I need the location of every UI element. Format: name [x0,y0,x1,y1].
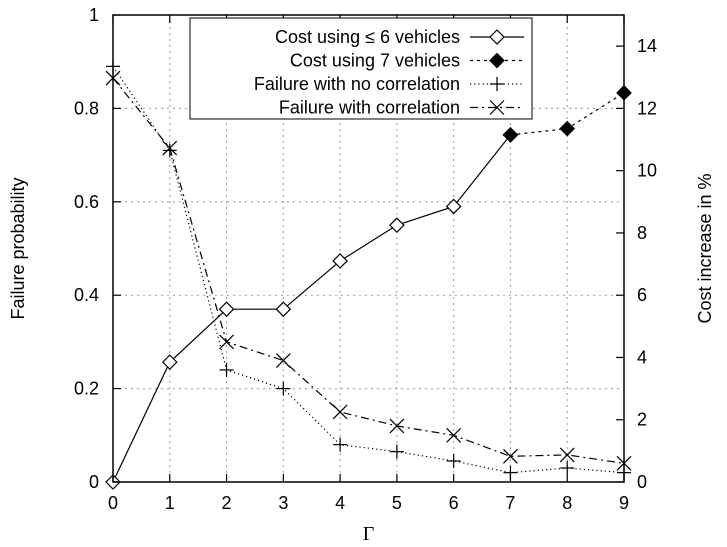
data-point-failure-no-correlation [560,460,575,475]
y-right-tick-label: 6 [637,285,647,305]
marker-cross-b [489,100,505,115]
legend-sample-marker-cost-7 [489,52,505,69]
marker-cross-b [389,418,405,434]
marker-cross-b [219,334,234,350]
y-right-tick-label: 0 [637,472,647,492]
series-failure-no-correlation [106,59,631,480]
data-point-cost-7 [502,127,519,143]
data-point-failure-no-correlation [333,437,348,452]
data-point-failure-correlation [389,418,405,434]
data-point-failure-correlation [559,447,575,463]
data-point-cost-le6 [332,253,348,269]
series-failure-correlation [105,70,632,471]
y-right-tick-label: 8 [637,223,647,243]
data-point-failure-correlation [503,448,518,464]
y-right-tick-label: 10 [637,161,657,181]
legend-sample-marker-failure-no-correlation [490,77,504,91]
series-layer [105,59,632,490]
data-point-failure-no-correlation [162,143,177,158]
data-point-failure-correlation [332,404,348,420]
legend-samples [470,29,524,115]
data-point-cost-le6 [275,301,292,318]
data-point-cost-7 [559,120,576,137]
marker-cross-b [503,448,518,464]
series-line-failure-correlation [112,77,625,464]
data-point-cost-le6 [161,354,178,370]
x-tick-label: 5 [392,493,402,513]
data-point-failure-correlation [446,427,462,443]
x-tick-label: 1 [165,493,175,513]
x-tick-label: 2 [222,493,232,513]
legend-sample-marker-cost-le6 [489,29,505,45]
y-right-axis-title: Cost increase in % [695,173,715,323]
marker-cross-b [332,404,348,420]
x-tick-label: 7 [505,493,515,513]
y-right-tick-label: 12 [637,98,657,118]
series-cost-le6 [105,127,519,490]
x-tick-label: 8 [562,493,572,513]
marker-cross-b [162,140,178,156]
legend-label-failure-correlation: Failure with correlation [279,98,460,118]
data-point-cost-le6 [218,301,235,318]
legend: Cost using ≤ 6 vehicles Cost using 7 veh… [189,17,533,120]
x-tick-label: 4 [335,493,345,513]
y-left-tick-label: 0 [89,472,99,492]
plot-frame [112,14,625,483]
y-left-tick-label: 0.2 [74,379,99,399]
marker-cross-b [559,447,575,463]
legend-sample-marker-failure-correlation [489,100,505,115]
series-line-failure-no-correlation [112,66,625,474]
y-left-tick-label: 0.4 [74,285,99,305]
data-point-cost-le6 [389,217,405,233]
y-left-tick-label: 0.6 [74,192,99,212]
y-right-tick-label: 14 [637,36,657,56]
legend-box [189,17,533,120]
x-tick-label: 3 [278,493,288,513]
x-tick-label: 6 [449,493,459,513]
data-point-failure-correlation [219,334,234,350]
marker-cross-b [446,427,462,443]
x-tick-label: 0 [108,493,118,513]
data-point-failure-no-correlation [219,362,234,377]
series-line-cost-le6 [112,134,511,483]
y-right-tick-label: 2 [637,410,647,430]
legend-label-cost-7: Cost using 7 vehicles [290,51,460,71]
data-point-failure-no-correlation [446,453,461,468]
y-left-tick-label: 1 [89,5,99,25]
data-point-failure-correlation [162,140,178,156]
y-left-tick-label: 0.8 [74,98,99,118]
legend-label-failure-no-correlation: Failure with no correlation [254,74,460,94]
y-left-axis-title: Failure probability [8,177,28,319]
data-point-failure-no-correlation [276,381,291,396]
legend-label-cost-le6: Cost using ≤ 6 vehicles [275,27,460,47]
x-axis-title: Γ [363,523,375,545]
data-point-failure-no-correlation [389,444,404,459]
x-tick-label: 9 [619,493,629,513]
marker-cross-b [275,353,291,369]
data-point-cost-le6 [445,198,462,215]
data-point-failure-correlation [275,353,291,369]
y-right-tick-label: 4 [637,347,647,367]
